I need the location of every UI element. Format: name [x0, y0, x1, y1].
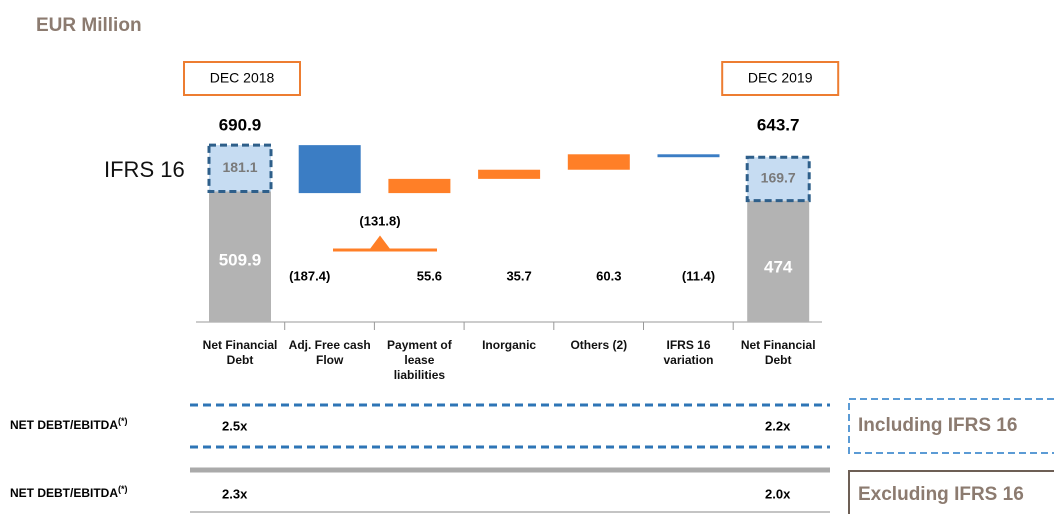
delta-bar [567, 154, 630, 170]
ratio-tag: Including IFRS 16 [858, 415, 1017, 436]
ifrs16-bar [207, 143, 273, 193]
ratio-end: 2.0x [765, 486, 791, 501]
value-label: (187.4) [289, 268, 330, 283]
delta-bar [388, 178, 451, 194]
ratio-label: NET DEBT/EBITDA(*) [10, 416, 128, 432]
ifrs16-label: 169.7 [761, 170, 796, 186]
x-tick-label: Others (2) [570, 338, 628, 352]
ifrs16-bar [745, 155, 811, 203]
total-label: 690.9 [219, 115, 262, 134]
x-tick-label: Net Financial Debt [202, 338, 278, 367]
ratio-name: NET DEBT/EBITDA [10, 418, 118, 432]
value-label: 35.7 [506, 268, 531, 283]
ratio-name: NET DEBT/EBITDA [10, 486, 118, 500]
base-label: 474 [764, 257, 793, 276]
tag-box [848, 470, 1054, 514]
ratio-start: 2.5x [222, 418, 248, 433]
value-label: 60.3 [596, 268, 621, 283]
ratio-end: 2.2x [765, 418, 791, 433]
total-label: 643.7 [757, 115, 800, 134]
value-label: (11.4) [682, 268, 715, 283]
header-box [183, 61, 301, 96]
base-bar [209, 191, 271, 322]
x-tick-label: Net Financial Debt [740, 338, 816, 367]
x-tick-label: Inorganic [482, 338, 537, 352]
x-tick-label: IFRS 16 variation [663, 338, 714, 367]
ifrs16-label: 181.1 [222, 159, 257, 175]
delta-bar [478, 169, 541, 179]
side-label: IFRS 16 [104, 157, 185, 182]
value-label: 55.6 [417, 268, 442, 283]
header-box [721, 61, 840, 96]
base-label: 509.9 [219, 250, 262, 269]
annotation: (131.8) [359, 213, 400, 228]
subtotal-bracket [333, 235, 437, 252]
ratio-tag: Excluding IFRS 16 [858, 484, 1024, 505]
ratio-label: NET DEBT/EBITDA(*) [10, 484, 128, 500]
x-tick-label: Payment of lease liabilities [387, 338, 452, 382]
header: DEC 2018 [210, 70, 275, 86]
delta-bar [657, 154, 720, 158]
delta-bar [298, 145, 361, 194]
header: DEC 2019 [748, 70, 813, 86]
ratio-note: (*) [118, 416, 128, 426]
base-bar [747, 200, 810, 322]
ratio-start: 2.3x [222, 486, 248, 501]
tag-box [848, 398, 1054, 454]
x-tick-label: Adj. Free cash Flow [288, 338, 371, 367]
chart-title: EUR Million [36, 15, 142, 36]
ratio-note: (*) [118, 484, 128, 494]
